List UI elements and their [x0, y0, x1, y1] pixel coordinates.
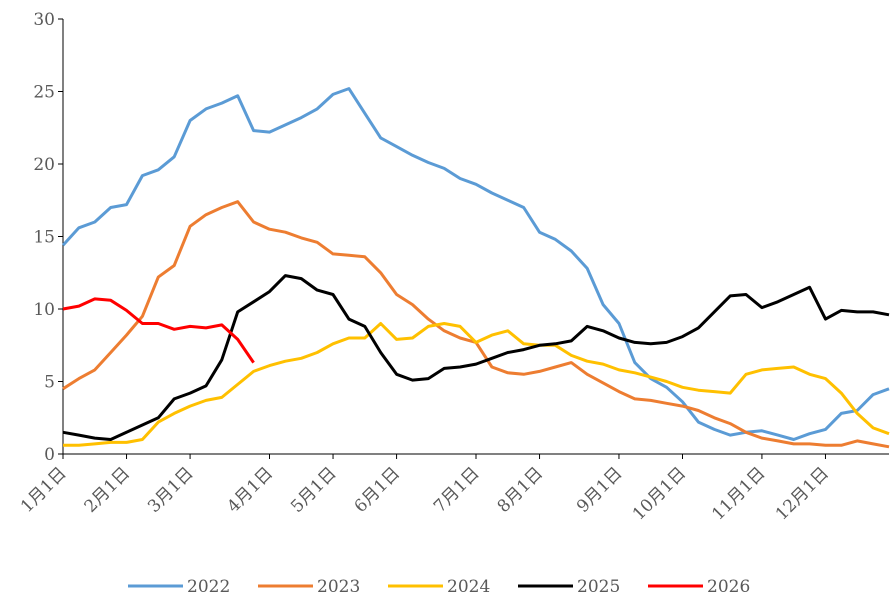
- legend-label: 2022: [187, 577, 230, 597]
- y-tick-label: 30: [33, 10, 55, 30]
- x-tick-label: 5月1日: [287, 463, 340, 516]
- series-line: [63, 322, 890, 447]
- legend-label: 2025: [577, 577, 620, 597]
- x-tick-label: 4月1日: [224, 463, 277, 516]
- y-tick-label: 5: [44, 373, 55, 393]
- series-line: [62, 274, 890, 441]
- legend-label: 2026: [707, 577, 750, 597]
- x-tick-label: 10月1日: [629, 463, 690, 524]
- x-tick-label: 1月1日: [17, 463, 70, 516]
- series-line: [62, 297, 255, 364]
- x-tick-label: 2月1日: [81, 463, 134, 516]
- y-tick-label: 25: [33, 83, 55, 103]
- series-line: [61, 87, 890, 441]
- y-tick-label: 0: [44, 445, 55, 465]
- x-tick-label: 11月1日: [708, 463, 769, 524]
- x-tick-label: 3月1日: [144, 463, 197, 516]
- y-tick-label: 20: [33, 155, 55, 175]
- legend-label: 2023: [317, 577, 360, 597]
- x-tick-label: 7月1日: [430, 463, 483, 516]
- x-tick-label: 12月1日: [772, 463, 833, 524]
- y-tick-label: 10: [33, 300, 55, 320]
- legend-label: 2024: [447, 577, 490, 597]
- x-tick-label: 6月1日: [351, 463, 404, 516]
- y-tick-label: 15: [33, 228, 55, 248]
- x-tick-label: 8月1日: [494, 463, 547, 516]
- series-line: [62, 200, 890, 449]
- x-tick-label: 9月1日: [573, 463, 626, 516]
